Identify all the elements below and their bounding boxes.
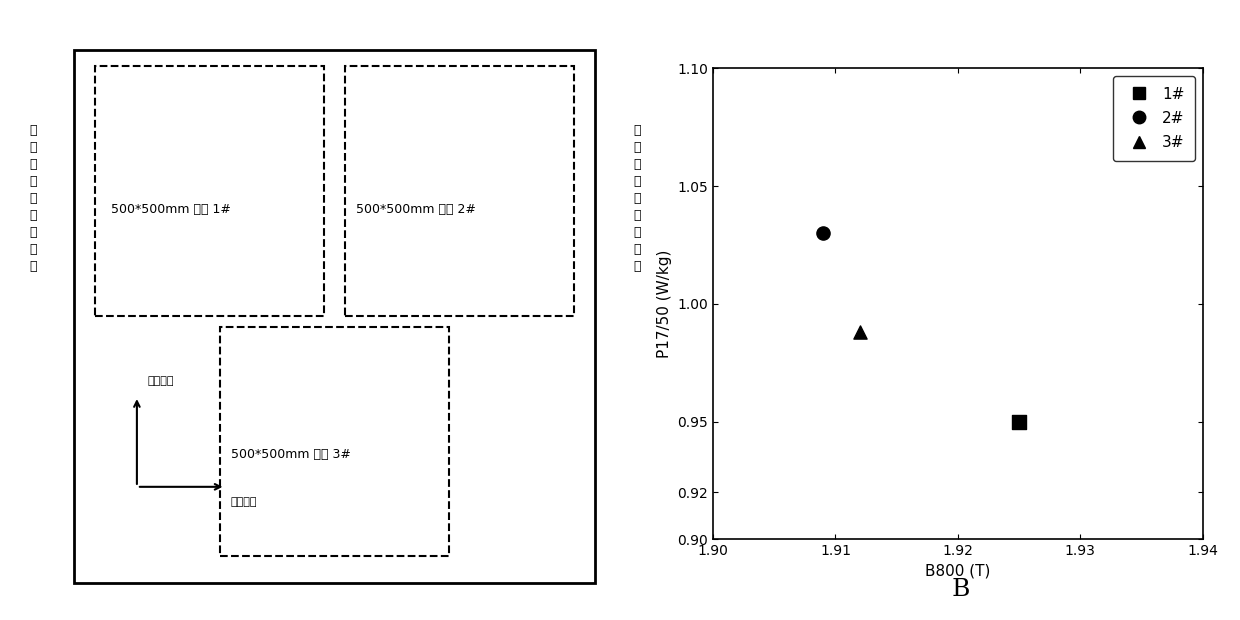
- Text: 500*500mm 单片 1#: 500*500mm 单片 1#: [110, 203, 231, 216]
- Point: [849, 327, 869, 337]
- Text: 环
形
炉
内
钢
卷
下
端
面: 环 形 炉 内 钢 卷 下 端 面: [634, 125, 641, 273]
- Text: 板宽方向: 板宽方向: [231, 497, 257, 508]
- Legend: 1#, 2#, 3#: 1#, 2#, 3#: [1114, 76, 1195, 161]
- Text: 轧向方向: 轧向方向: [148, 376, 174, 386]
- Bar: [345, 66, 574, 316]
- Point: [1009, 417, 1029, 427]
- Bar: [221, 327, 449, 556]
- Text: 500*500mm 单片 3#: 500*500mm 单片 3#: [231, 448, 351, 461]
- X-axis label: B800 (T): B800 (T): [925, 564, 991, 579]
- Text: B: B: [952, 578, 970, 601]
- Y-axis label: P17/50 (W/kg): P17/50 (W/kg): [657, 250, 672, 358]
- Text: 环
形
炉
内
钢
卷
上
端
面: 环 形 炉 内 钢 卷 上 端 面: [29, 125, 36, 273]
- Point: [813, 228, 833, 238]
- Bar: [95, 66, 325, 316]
- Text: 500*500mm 单片 2#: 500*500mm 单片 2#: [356, 203, 475, 216]
